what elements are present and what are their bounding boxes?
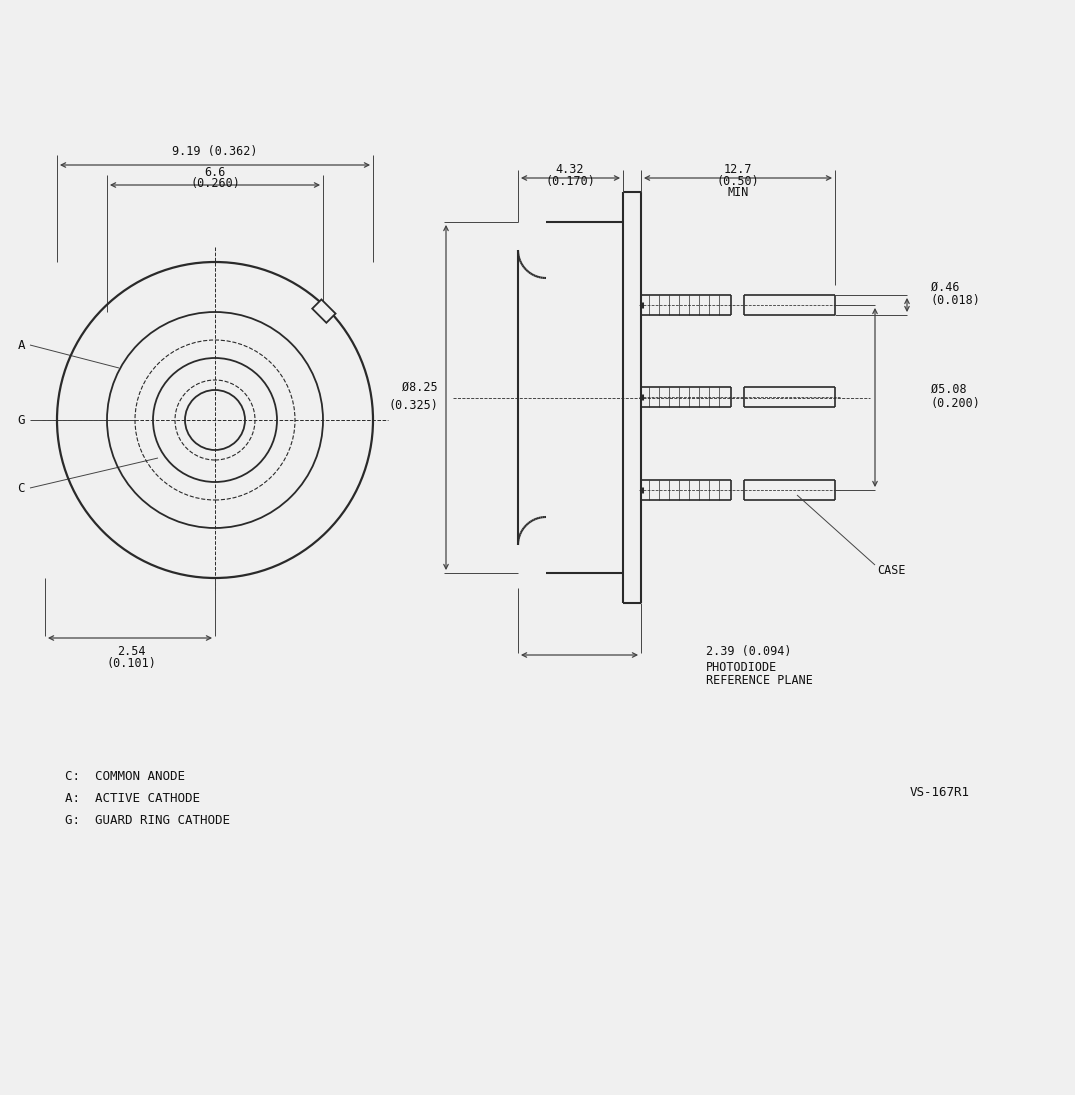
Text: (0.101): (0.101)	[106, 657, 156, 669]
Text: Ø.46: Ø.46	[931, 280, 960, 293]
Text: Ø5.08: Ø5.08	[931, 382, 966, 395]
Text: 2.54: 2.54	[117, 645, 145, 657]
Text: G: G	[17, 414, 25, 426]
Text: C:  COMMON ANODE: C: COMMON ANODE	[64, 770, 185, 783]
Text: VS-167R1: VS-167R1	[911, 785, 970, 798]
Text: (0.260): (0.260)	[190, 176, 240, 189]
Text: (0.325): (0.325)	[388, 399, 438, 412]
Text: REFERENCE PLANE: REFERENCE PLANE	[706, 673, 813, 687]
Text: 12.7: 12.7	[723, 162, 752, 175]
Text: (0.170): (0.170)	[545, 174, 594, 187]
Polygon shape	[312, 299, 335, 323]
Text: (0.018): (0.018)	[931, 293, 980, 307]
Text: (0.50): (0.50)	[717, 174, 759, 187]
Text: A: A	[17, 338, 25, 351]
Text: 9.19 (0.362): 9.19 (0.362)	[172, 145, 258, 158]
Text: (0.200): (0.200)	[931, 396, 980, 410]
Text: C: C	[17, 482, 25, 495]
Text: PHOTODIODE: PHOTODIODE	[706, 660, 777, 673]
Text: A:  ACTIVE CATHODE: A: ACTIVE CATHODE	[64, 792, 200, 805]
Text: 4.32: 4.32	[556, 162, 584, 175]
Text: MIN: MIN	[728, 185, 748, 198]
Text: CASE: CASE	[877, 564, 905, 576]
Text: 2.39 (0.094): 2.39 (0.094)	[706, 645, 791, 657]
Text: 6.6: 6.6	[204, 165, 226, 178]
Text: Ø8.25: Ø8.25	[402, 381, 438, 394]
Text: G:  GUARD RING CATHODE: G: GUARD RING CATHODE	[64, 814, 230, 827]
